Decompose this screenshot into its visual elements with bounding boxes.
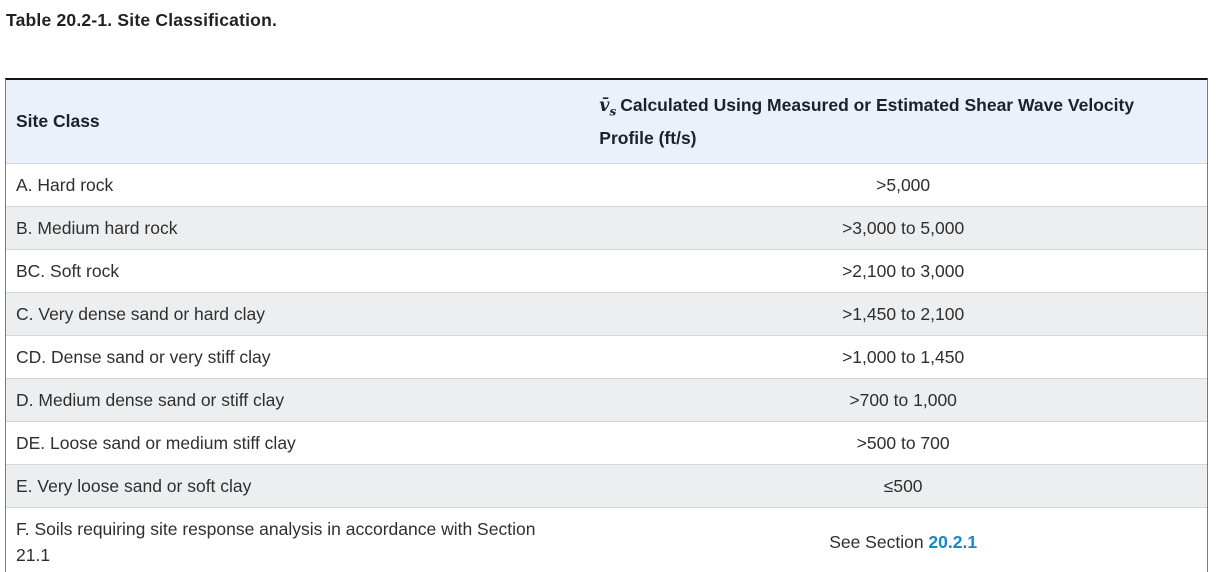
table-row: A. Hard rock >5,000	[6, 162, 1207, 206]
site-class-cell: A. Hard rock	[6, 164, 599, 206]
velocity-value-cell: >700 to 1,000	[599, 379, 1207, 421]
velocity-value-cell: ≤500	[599, 465, 1207, 507]
table-row: F. Soils requiring site response analysi…	[6, 506, 1207, 572]
velocity-value-cell: >500 to 700	[599, 422, 1207, 464]
velocity-value-text: See Section 20.2.1	[829, 531, 978, 552]
site-class-text: D. Medium dense sand or stiff clay	[16, 389, 285, 410]
site-class-text: DE. Loose sand or medium stiff clay	[16, 432, 296, 453]
header-site-class: Site Class	[16, 111, 100, 132]
site-class-cell: E. Very loose sand or soft clay	[6, 465, 599, 507]
table-row: D. Medium dense sand or stiff clay >700 …	[6, 377, 1207, 421]
table-row: CD. Dense sand or very stiff clay >1,000…	[6, 334, 1207, 378]
velocity-value-cell: >3,000 to 5,000	[599, 207, 1207, 249]
velocity-value-text: >1,450 to 2,100	[842, 303, 965, 324]
site-class-cell: C. Very dense sand or hard clay	[6, 293, 599, 335]
site-class-text: CD. Dense sand or very stiff clay	[16, 346, 271, 367]
velocity-value-cell: See Section 20.2.1	[599, 508, 1207, 572]
table-row: B. Medium hard rock >3,000 to 5,000	[6, 205, 1207, 249]
table-row: C. Very dense sand or hard clay >1,450 t…	[6, 291, 1207, 335]
section-link[interactable]: 20.2.1	[928, 531, 978, 552]
header-shear-wave-velocity: v̄s Calculated Using Measured or Estimate…	[599, 80, 1207, 163]
velocity-value-cell: >1,000 to 1,450	[599, 336, 1207, 378]
table-body: A. Hard rock >5,000 B. Medium hard rock …	[6, 162, 1207, 572]
velocity-value-text: >500 to 700	[856, 432, 950, 453]
table-row: E. Very loose sand or soft clay ≤500	[6, 463, 1207, 507]
table-row: DE. Loose sand or medium stiff clay >500…	[6, 420, 1207, 464]
header-velocity-label: Calculated Using Measured or Estimated S…	[599, 95, 1135, 148]
site-class-cell: DE. Loose sand or medium stiff clay	[6, 422, 599, 464]
table-caption: Table 20.2-1. Site Classification.	[6, 10, 278, 30]
site-class-cell: BC. Soft rock	[6, 250, 599, 292]
site-class-text: E. Very loose sand or soft clay	[16, 475, 252, 496]
table-header-row: Site Class v̄s Calculated Using Measured …	[6, 80, 1207, 163]
site-classification-table: Site Class v̄s Calculated Using Measured …	[5, 78, 1208, 572]
velocity-value-text: >5,000	[876, 174, 931, 195]
site-class-text: B. Medium hard rock	[16, 217, 178, 238]
site-class-cell: B. Medium hard rock	[6, 207, 599, 249]
site-class-text: BC. Soft rock	[16, 260, 120, 281]
velocity-value-cell: >1,450 to 2,100	[599, 293, 1207, 335]
site-class-cell: D. Medium dense sand or stiff clay	[6, 379, 599, 421]
site-class-cell: CD. Dense sand or very stiff clay	[6, 336, 599, 378]
velocity-value-text: >2,100 to 3,000	[842, 260, 965, 281]
site-class-text: A. Hard rock	[16, 174, 114, 195]
table-row: BC. Soft rock >2,100 to 3,000	[6, 248, 1207, 292]
velocity-value-text: >1,000 to 1,450	[842, 346, 965, 367]
velocity-value-text: >3,000 to 5,000	[842, 217, 965, 238]
header-velocity-text: v̄s Calculated Using Measured or Estimate…	[599, 92, 1177, 151]
velocity-value-cell: >2,100 to 3,000	[599, 250, 1207, 292]
vs-bar-symbol: v̄s	[599, 96, 617, 119]
site-class-text: F. Soils requiring site response analysi…	[16, 518, 536, 565]
velocity-value-cell: >5,000	[599, 164, 1207, 206]
site-class-text: C. Very dense sand or hard clay	[16, 303, 266, 324]
velocity-value-text: >700 to 1,000	[849, 389, 957, 410]
velocity-value-text: ≤500	[883, 475, 923, 496]
site-class-cell: F. Soils requiring site response analysi…	[6, 508, 599, 572]
